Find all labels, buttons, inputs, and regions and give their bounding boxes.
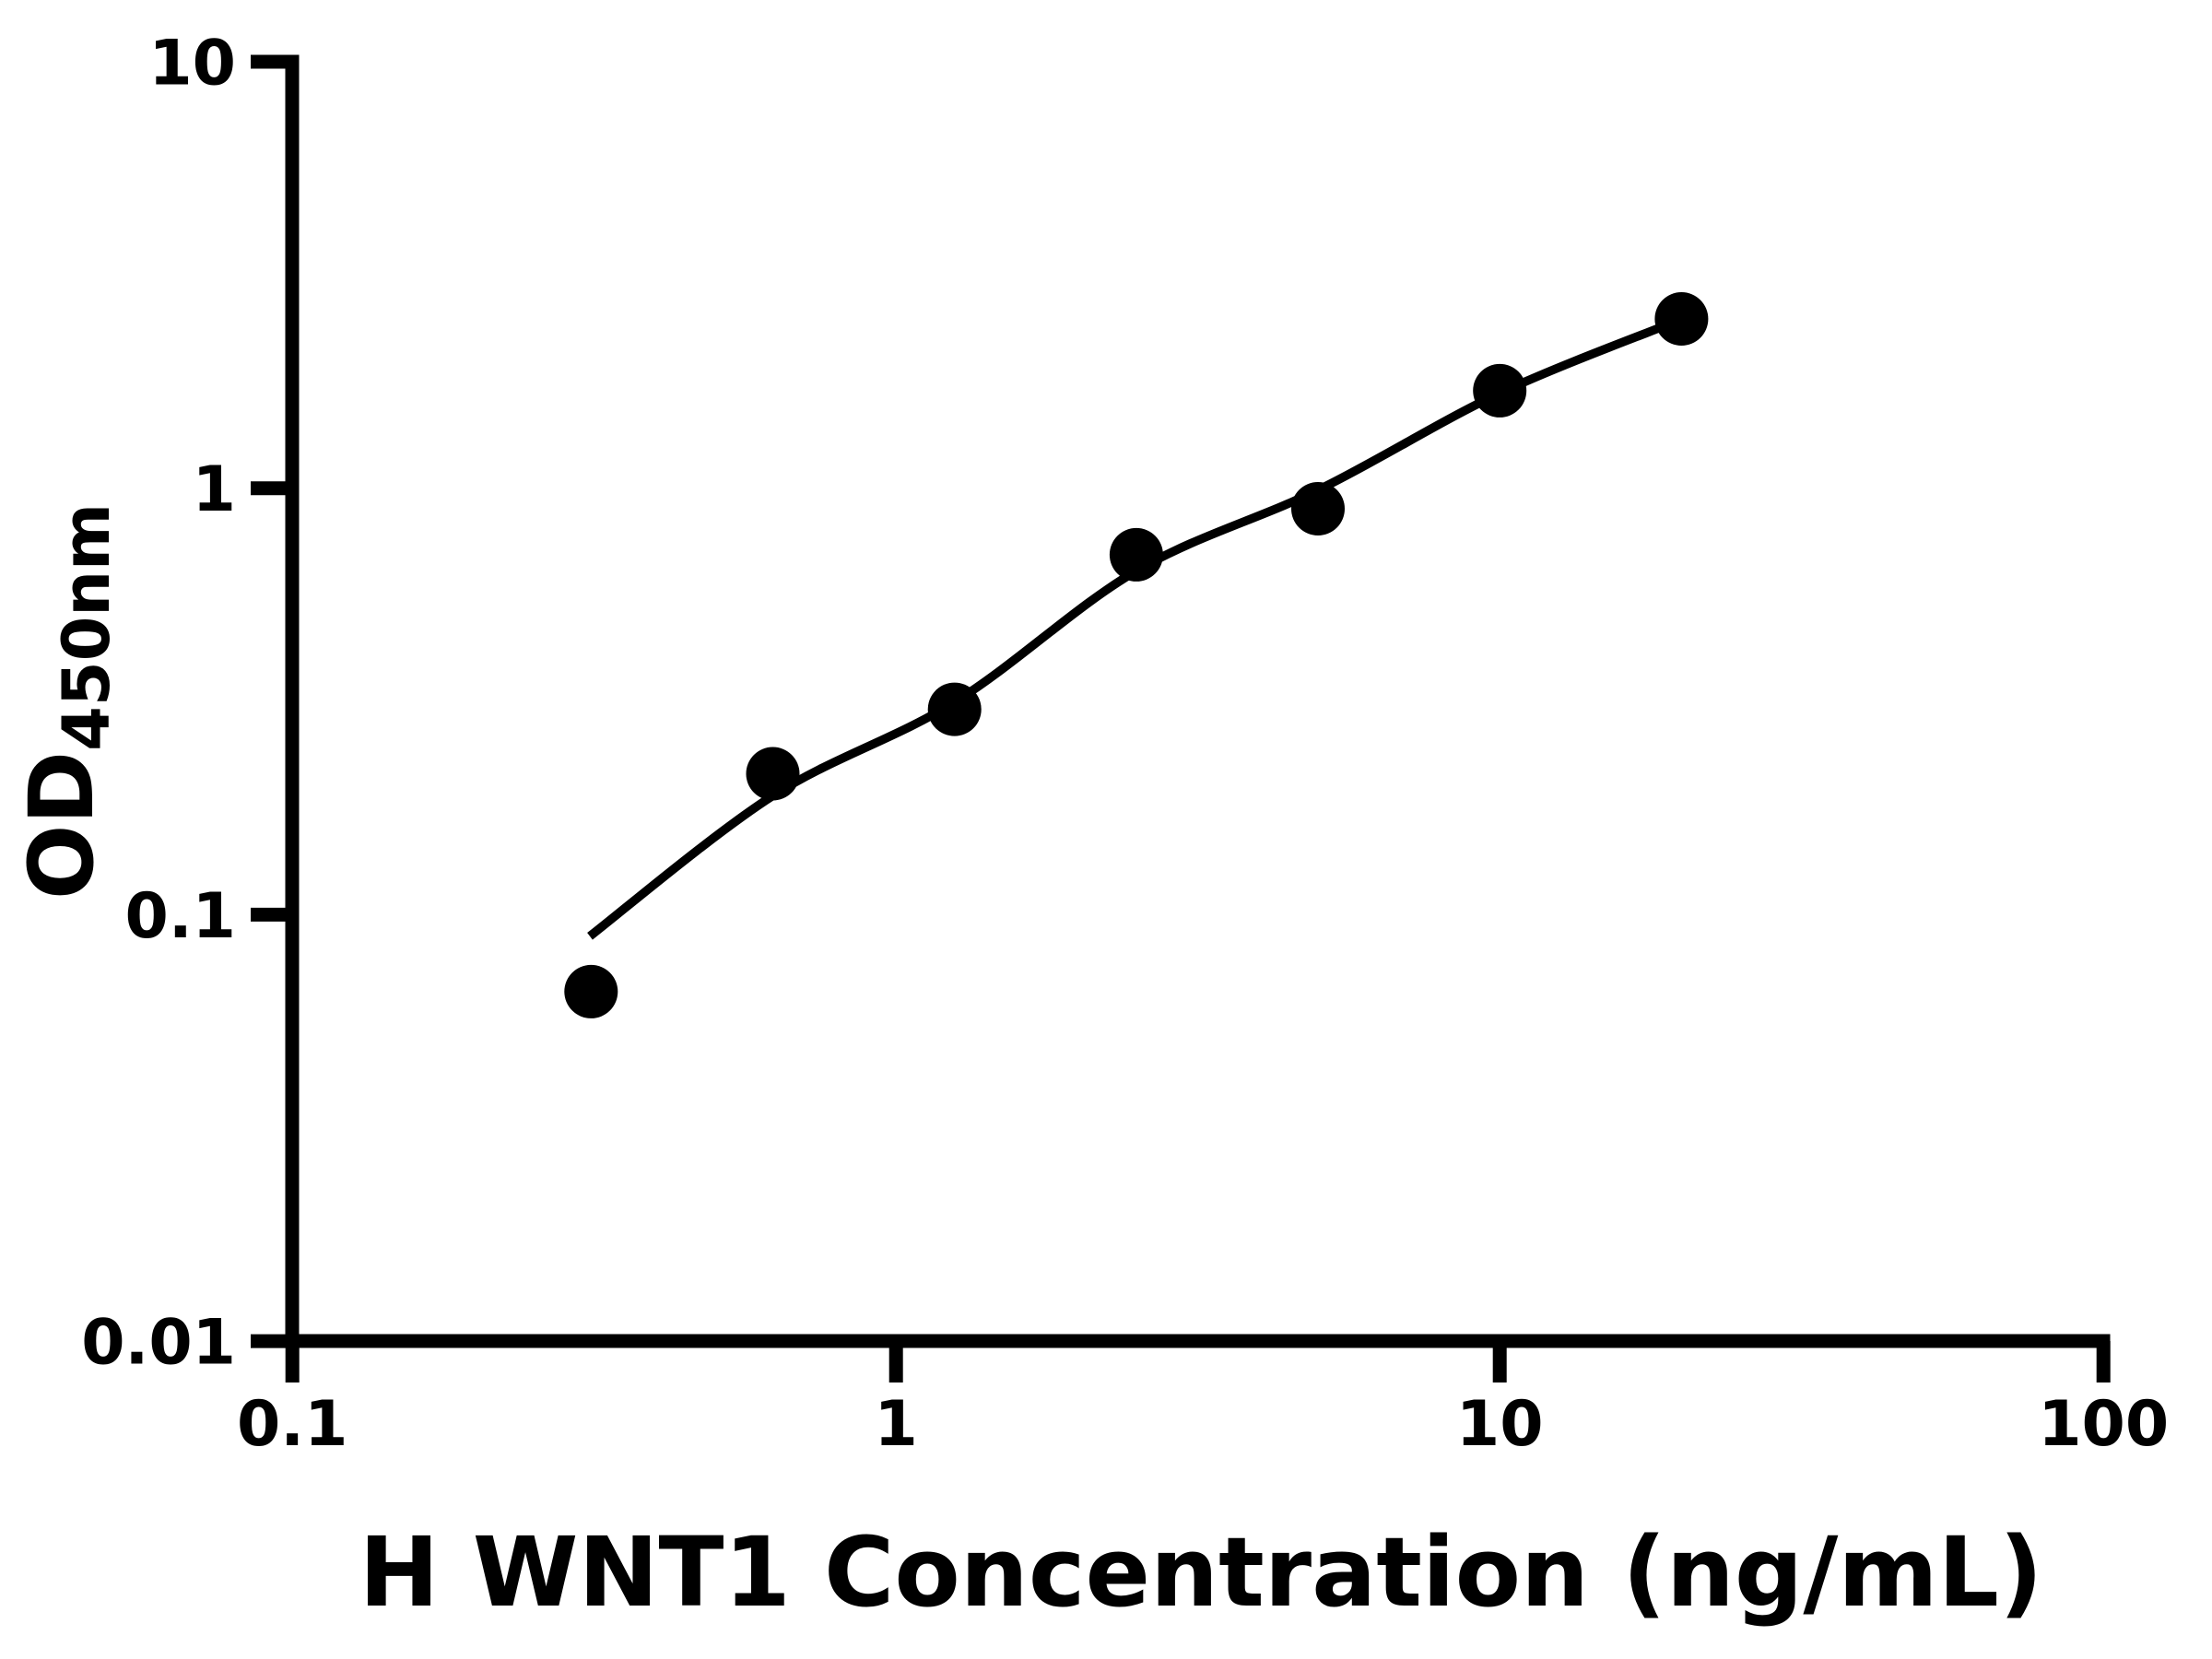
x-tick-label: 100 [2038, 1388, 2169, 1461]
fit-curve-line [587, 315, 1684, 940]
x-tick-label: 0.1 [237, 1388, 347, 1461]
data-point [1291, 482, 1345, 535]
y-axis-title: OD450nm [10, 503, 124, 900]
x-tick-labels: 0.1 1 10 100 [237, 1388, 2169, 1461]
x-axis-title: H WNT1 Concentration (ng/mL) [359, 1516, 2043, 1629]
data-point [746, 747, 800, 801]
y-axis-title-subscript: 450nm [49, 503, 124, 751]
y-tick-label: 0.01 [81, 1307, 236, 1380]
x-tick-label: 10 [1456, 1388, 1544, 1461]
data-point [1473, 363, 1527, 418]
data-points [564, 292, 1709, 1018]
y-tick-marks [251, 54, 292, 1348]
y-tick-label: 0.1 [125, 880, 236, 953]
data-point [1654, 292, 1709, 346]
y-tick-label: 10 [148, 27, 236, 100]
y-axis-title-main: OD [10, 751, 113, 900]
x-tick-label: 1 [875, 1388, 918, 1461]
data-point [564, 964, 618, 1018]
data-point [927, 682, 982, 736]
data-point [1109, 527, 1163, 582]
y-tick-labels: 10 1 0.1 0.01 [81, 27, 236, 1379]
y-tick-label: 1 [193, 453, 236, 526]
x-tick-marks [285, 1341, 2111, 1382]
